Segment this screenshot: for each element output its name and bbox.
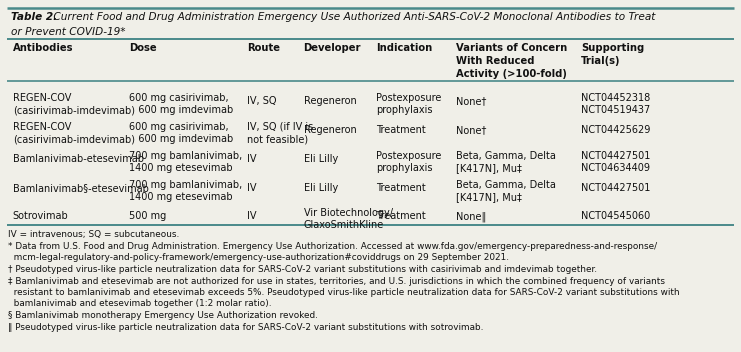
Text: Developer: Developer (304, 43, 361, 53)
Text: Table 2.: Table 2. (11, 12, 57, 22)
Text: Treatment: Treatment (376, 211, 426, 221)
Text: Eli Lilly: Eli Lilly (304, 183, 338, 193)
Text: Variants of Concern
With Reduced
Activity (>100-fold): Variants of Concern With Reduced Activit… (456, 43, 567, 78)
Text: NCT04427501
NCT04634409: NCT04427501 NCT04634409 (582, 151, 651, 174)
Text: Beta, Gamma, Delta
[K417N], Mu‡: Beta, Gamma, Delta [K417N], Mu‡ (456, 151, 556, 174)
Text: Eli Lilly: Eli Lilly (304, 154, 338, 164)
Text: None†: None† (456, 96, 486, 106)
Text: Bamlanivimab§-etesevimab: Bamlanivimab§-etesevimab (13, 183, 149, 193)
Text: IV: IV (247, 183, 256, 193)
Text: IV, SQ (if IV is
not feasible): IV, SQ (if IV is not feasible) (247, 121, 313, 144)
Text: NCT04545060: NCT04545060 (582, 211, 651, 221)
Text: Supporting
Trial(s): Supporting Trial(s) (582, 43, 645, 66)
Text: 600 mg casirivimab,
   600 mg imdevimab: 600 mg casirivimab, 600 mg imdevimab (129, 121, 233, 144)
Text: None‖: None‖ (456, 211, 486, 221)
Text: or Prevent COVID-19*: or Prevent COVID-19* (11, 27, 125, 37)
Text: Postexposure
prophylaxis: Postexposure prophylaxis (376, 93, 442, 115)
Text: IV = intravenous; SQ = subcutaneous.: IV = intravenous; SQ = subcutaneous. (8, 231, 179, 239)
Text: Beta, Gamma, Delta
[K417N], Mu‡: Beta, Gamma, Delta [K417N], Mu‡ (456, 180, 556, 202)
Text: Treatment: Treatment (376, 183, 426, 193)
Text: 700 mg bamlanivimab,
1400 mg etesevimab: 700 mg bamlanivimab, 1400 mg etesevimab (129, 151, 242, 174)
Text: * Data from U.S. Food and Drug Administration. Emergency Use Authorization. Acce: * Data from U.S. Food and Drug Administr… (8, 242, 657, 262)
Text: REGEN-COV
(casirivimab-imdevimab): REGEN-COV (casirivimab-imdevimab) (13, 93, 135, 115)
Text: Regeneron: Regeneron (304, 125, 356, 135)
Text: NCT04425629: NCT04425629 (582, 125, 651, 135)
Text: NCT04427501: NCT04427501 (582, 183, 651, 193)
Text: Regeneron: Regeneron (304, 96, 356, 106)
Text: Sotrovimab: Sotrovimab (13, 211, 69, 221)
Text: NCT04452318
NCT04519437: NCT04452318 NCT04519437 (582, 93, 651, 115)
Text: Dose: Dose (129, 43, 157, 53)
Text: Indication: Indication (376, 43, 433, 53)
Text: Route: Route (247, 43, 280, 53)
Text: 700 mg bamlanivimab,
1400 mg etesevimab: 700 mg bamlanivimab, 1400 mg etesevimab (129, 180, 242, 202)
Text: 500 mg: 500 mg (129, 211, 167, 221)
Text: § Bamlanivimab monotherapy Emergency Use Authorization revoked.: § Bamlanivimab monotherapy Emergency Use… (8, 311, 318, 320)
Text: Current Food and Drug Administration Emergency Use Authorized Anti-SARS-CoV-2 Mo: Current Food and Drug Administration Eme… (50, 12, 655, 22)
Text: REGEN-COV
(casirivimab-imdevimab): REGEN-COV (casirivimab-imdevimab) (13, 121, 135, 144)
Text: Treatment: Treatment (376, 125, 426, 135)
Text: † Pseudotyped virus-like particle neutralization data for SARS-CoV-2 variant sub: † Pseudotyped virus-like particle neutra… (8, 265, 597, 274)
Text: ‖ Pseudotyped virus-like particle neutralization data for SARS-CoV-2 variant sub: ‖ Pseudotyped virus-like particle neutra… (8, 322, 483, 332)
Text: None†: None† (456, 125, 486, 135)
Text: ‡ Bamlanivimab and etesevimab are not authorized for use in states, territories,: ‡ Bamlanivimab and etesevimab are not au… (8, 277, 679, 308)
Text: IV, SQ: IV, SQ (247, 96, 276, 106)
Text: Postexposure
prophylaxis: Postexposure prophylaxis (376, 151, 442, 174)
Text: Bamlanivimab-etesevimab: Bamlanivimab-etesevimab (13, 154, 144, 164)
Text: Antibodies: Antibodies (13, 43, 73, 53)
Text: IV: IV (247, 211, 256, 221)
Text: Vir Biotechnology/
GlaxoSmithKline: Vir Biotechnology/ GlaxoSmithKline (304, 208, 393, 231)
Text: 600 mg casirivimab,
   600 mg imdevimab: 600 mg casirivimab, 600 mg imdevimab (129, 93, 233, 115)
Text: IV: IV (247, 154, 256, 164)
